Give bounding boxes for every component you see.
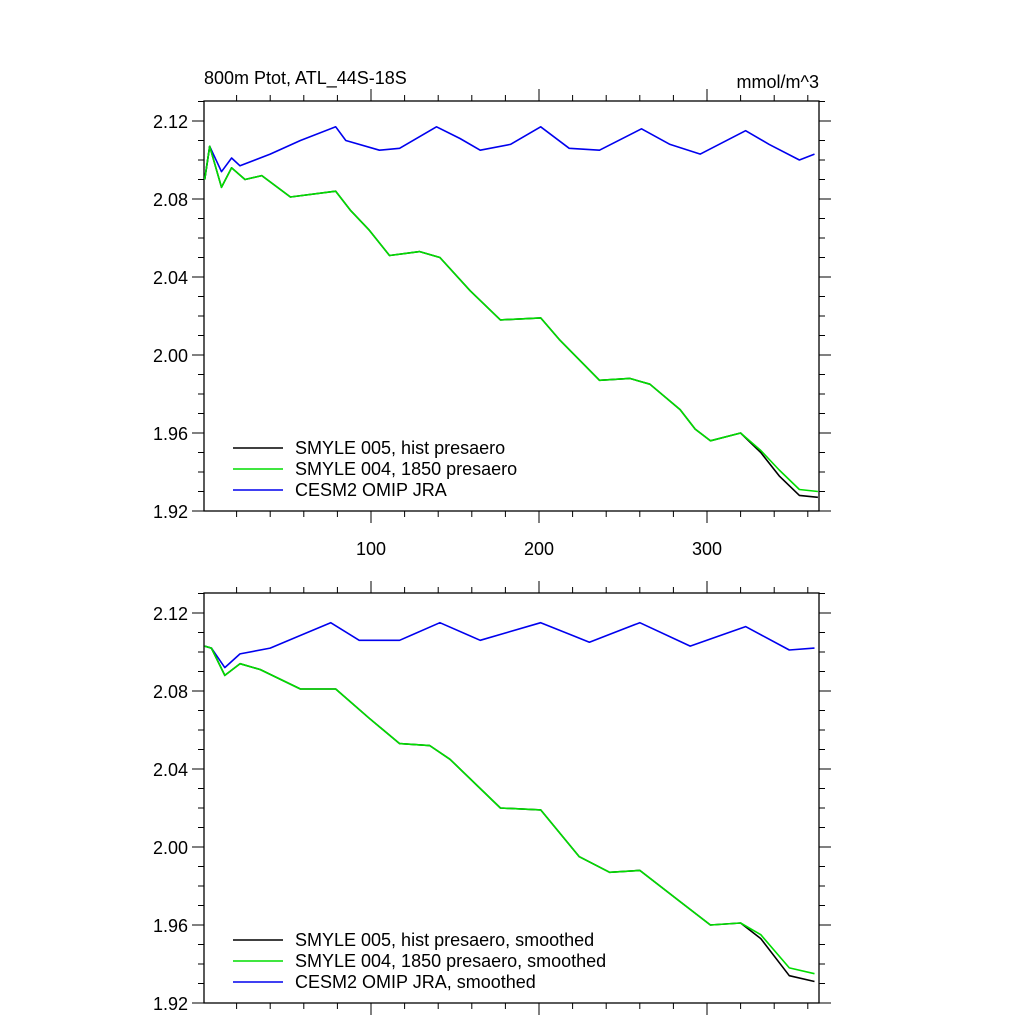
series-line (204, 645, 815, 975)
y-tick-label: 2.00 (153, 346, 188, 366)
bottom-panel: 2.12 2.08 2.04 2.00 1.96 1.92 SMYLE 005, hist … (153, 581, 831, 1015)
legend-label: SMYLE 004, 1850 presaero (295, 459, 517, 479)
series-line (203, 145, 818, 493)
y-tick-label: 2.00 (153, 838, 188, 858)
x-tick-label: 200 (524, 539, 554, 559)
x-tick-label: 300 (692, 539, 722, 559)
x-tick-label: 100 (356, 539, 386, 559)
legend-label: CESM2 OMIP JRA, smoothed (295, 972, 536, 992)
units-label: mmol/m^3 (737, 72, 819, 92)
series-line (203, 126, 815, 180)
legend-label: SMYLE 005, hist presaero (295, 438, 505, 458)
y-tick-label: 1.96 (153, 424, 188, 444)
y-tick-label: 2.04 (153, 268, 188, 288)
top-panel: 2.12 2.08 2.04 2.00 1.96 1.92 100 200 300 SMYLE 0… (153, 89, 831, 559)
y-tick-label: 2.12 (153, 604, 188, 624)
y-tick-label: 2.12 (153, 112, 188, 132)
y-tick-label: 1.92 (153, 502, 188, 522)
y-tick-label: 1.96 (153, 916, 188, 936)
plot-frame (203, 592, 820, 1004)
y-tick-label: 2.04 (153, 760, 188, 780)
plot-frame (203, 100, 820, 512)
y-tick-label: 2.08 (153, 682, 188, 702)
y-tick-label: 2.08 (153, 190, 188, 210)
legend-label: SMYLE 004, 1850 presaero, smoothed (295, 951, 606, 971)
series-line (204, 621, 815, 669)
legend-label: CESM2 OMIP JRA (295, 480, 447, 500)
legend-label: SMYLE 005, hist presaero, smoothed (295, 930, 594, 950)
y-tick-label: 1.92 (153, 994, 188, 1014)
chart-title: 800m Ptot, ATL_44S-18S (204, 68, 407, 89)
